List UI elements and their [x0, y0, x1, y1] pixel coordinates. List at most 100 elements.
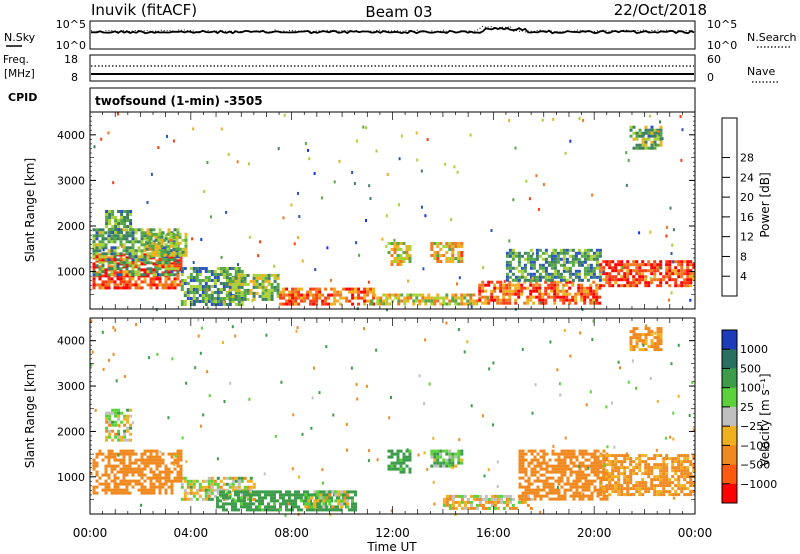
- heatmap-cell: [267, 508, 270, 512]
- heatmap-cell: [532, 283, 536, 287]
- heatmap-cell: [351, 496, 354, 500]
- heatmap-cell: [617, 493, 621, 497]
- heatmap-cell: [95, 479, 99, 483]
- colorbar-tick-label: 24: [740, 171, 754, 184]
- heatmap-cell: [175, 235, 179, 239]
- heatmap-cell: [611, 478, 615, 482]
- heatmap-cell: [589, 272, 593, 276]
- power-cells: [92, 112, 696, 312]
- heatmap-cell: [104, 455, 108, 459]
- heatmap-cell: [526, 272, 530, 276]
- heatmap-speck: [353, 182, 356, 185]
- heatmap-cell: [511, 266, 515, 270]
- heatmap-cell: [439, 464, 443, 468]
- heatmap-cell: [475, 299, 479, 303]
- heatmap-cell: [243, 297, 247, 301]
- heatmap-cell: [409, 296, 413, 300]
- heatmap-cell: [536, 476, 540, 480]
- heatmap-speck: [692, 428, 695, 432]
- heatmap-cell: [204, 297, 208, 300]
- velocity-ylabel: Slant Range [km]: [23, 364, 37, 468]
- heatmap-cell: [442, 254, 446, 257]
- heatmap-cell: [574, 292, 578, 296]
- heatmap-cell: [237, 499, 240, 503]
- heatmap-cell: [683, 457, 687, 461]
- heatmap-cell: [527, 482, 531, 486]
- power-ylabel: Slant Range [km]: [23, 158, 37, 262]
- heatmap-cell: [160, 232, 164, 236]
- heatmap-cell: [490, 295, 494, 299]
- heatmap-cell: [683, 269, 687, 273]
- heatmap-cell: [692, 454, 696, 458]
- heatmap-cell: [644, 281, 648, 285]
- heatmap-cell: [545, 482, 549, 486]
- heatmap-cell: [542, 482, 546, 486]
- heatmap-cell: [653, 137, 657, 141]
- heatmap-cell: [258, 508, 261, 512]
- heatmap-cell: [297, 293, 301, 297]
- heatmap-cell: [120, 210, 124, 213]
- heatmap-cell: [565, 269, 569, 273]
- heatmap-cell: [408, 458, 412, 462]
- heatmap-cell: [563, 482, 567, 486]
- heatmap-cell: [584, 452, 588, 456]
- heatmap-cell: [291, 302, 295, 306]
- heatmap-cell: [294, 290, 298, 294]
- nsky-panel: N.Sky 10^5 10^0 10^5 10^0 N.Search: [4, 18, 797, 52]
- heatmap-cell: [192, 291, 196, 294]
- heatmap-cell: [225, 502, 228, 506]
- heatmap-cell: [101, 280, 105, 284]
- heatmap-cell: [167, 485, 171, 489]
- heatmap-cell: [270, 508, 273, 512]
- heatmap-cell: [166, 247, 170, 251]
- heatmap-cell: [339, 296, 343, 300]
- heatmap-cell: [568, 266, 572, 270]
- heatmap-cell: [508, 301, 512, 305]
- heatmap-cell: [403, 299, 407, 303]
- heatmap-cell: [574, 295, 578, 299]
- heatmap-cell: [333, 287, 337, 291]
- heatmap-cell: [554, 479, 558, 483]
- heatmap-cell: [198, 494, 202, 498]
- heatmap-cell: [405, 458, 409, 462]
- heatmap-cell: [472, 293, 476, 297]
- heatmap-cell: [584, 488, 588, 492]
- heatmap-cell: [246, 282, 250, 286]
- heatmap-speck: [481, 414, 484, 418]
- heatmap-cell: [553, 251, 557, 255]
- heatmap-cell: [629, 128, 633, 132]
- heatmap-cell: [478, 494, 482, 498]
- heatmap-cell: [517, 275, 521, 279]
- heatmap-cell: [170, 280, 174, 284]
- heatmap-cell: [108, 216, 112, 219]
- heatmap-cell: [635, 263, 639, 267]
- heatmap-speck: [451, 466, 454, 470]
- heatmap-cell: [460, 245, 464, 248]
- heatmap-speck: [562, 286, 565, 290]
- heatmap-cell: [234, 508, 237, 512]
- heatmap-cell: [611, 269, 615, 273]
- heatmap-cell: [521, 458, 525, 462]
- heatmap-speck: [463, 350, 466, 354]
- heatmap-cell: [581, 494, 585, 498]
- heatmap-cell: [532, 301, 536, 305]
- heatmap-cell: [120, 411, 124, 415]
- heatmap-cell: [536, 461, 540, 465]
- heatmap-cell: [261, 279, 265, 283]
- heatmap-cell: [524, 491, 528, 495]
- heatmap-cell: [161, 261, 165, 265]
- heatmap-cell: [333, 302, 337, 306]
- heatmap-cell: [659, 481, 663, 485]
- heatmap-cell: [98, 452, 102, 456]
- heatmap-cell: [393, 461, 397, 465]
- heatmap-cell: [511, 254, 515, 258]
- heatmap-cell: [553, 283, 557, 287]
- heatmap-cell: [95, 258, 99, 262]
- heatmap-cell: [659, 278, 663, 282]
- heatmap-cell: [387, 449, 391, 453]
- heatmap-cell: [201, 485, 205, 489]
- heatmap-cell: [110, 246, 114, 250]
- heatmap-cell: [104, 237, 108, 241]
- heatmap-cell: [261, 499, 264, 503]
- heatmap-cell: [653, 140, 657, 144]
